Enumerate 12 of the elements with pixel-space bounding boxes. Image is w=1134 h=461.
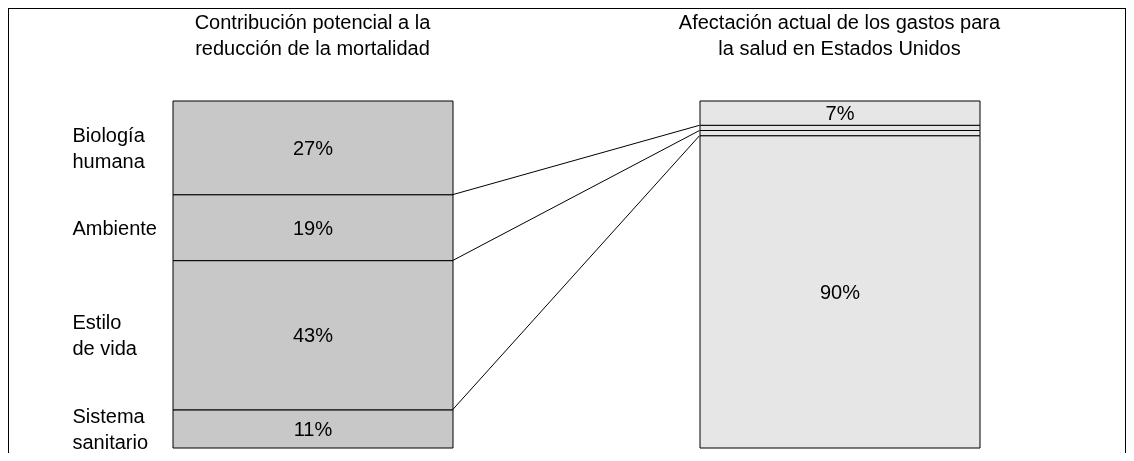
data-label: 90% <box>819 280 861 303</box>
data-label: 27% <box>292 136 334 159</box>
x-tick-label: Contribución potencial a la reducción de la mortalidad <box>194 11 432 59</box>
series-label: Ambiente <box>72 216 157 239</box>
series-label: Sistema sanitario <box>72 404 149 453</box>
data-label: 19% <box>292 216 334 239</box>
data-label: 43% <box>292 324 334 347</box>
x-tick-label: Afectación actual de los gastos para la salud en Estados Unidos <box>678 11 1002 59</box>
data-label: 11% <box>293 417 333 440</box>
series-label: Estilo de vida <box>72 311 138 360</box>
data-label: 7% <box>825 102 855 125</box>
series-label: Biología humana <box>72 123 146 172</box>
